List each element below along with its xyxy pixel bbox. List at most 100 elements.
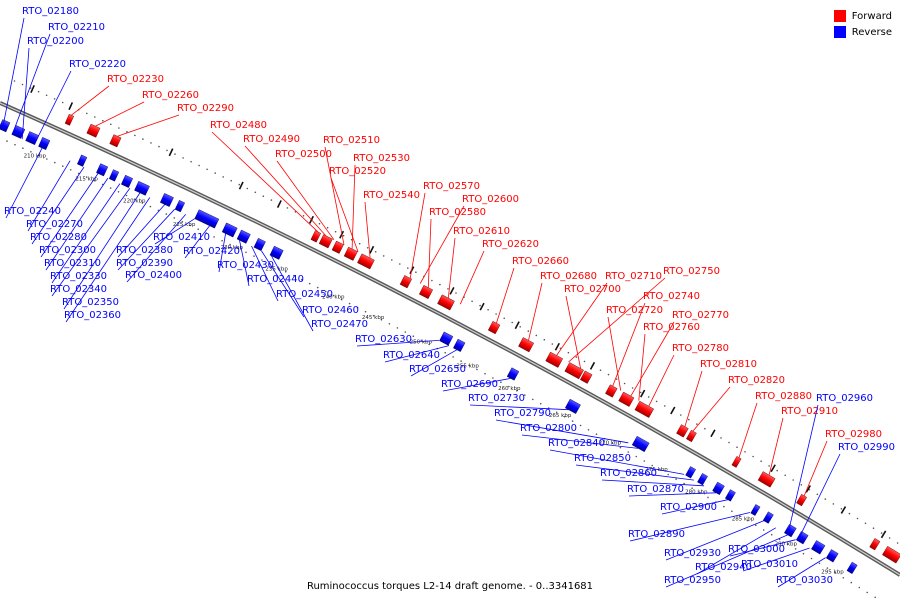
track-dot: [651, 464, 653, 467]
forward-gene: [580, 370, 593, 384]
track-dot: [864, 522, 867, 525]
reverse-gene-label: RTO_02390: [116, 258, 173, 269]
forward-gene-leader: [364, 201, 371, 258]
track-dot: [53, 98, 56, 100]
forward-gene-label: RTO_02740: [643, 291, 700, 302]
track-dot: [535, 334, 538, 337]
track-dot: [468, 364, 470, 367]
track-bar: [339, 230, 345, 239]
reverse-gene-label: RTO_02310: [44, 258, 101, 269]
forward-gene-label: RTO_02230: [107, 74, 164, 85]
track-dot: [150, 142, 152, 144]
track-bar: [369, 245, 375, 254]
track-dot: [85, 176, 88, 178]
forward-gene-leader: [648, 354, 675, 407]
forward-gene: [686, 429, 697, 443]
track-dot: [631, 387, 634, 389]
forward-gene-leader: [496, 267, 515, 324]
track-dot: [826, 567, 829, 569]
track-dot: [221, 239, 223, 242]
reverse-gene-label: RTO_02950: [664, 575, 721, 586]
reverse-gene-label: RTO_02400: [125, 270, 182, 281]
reverse-gene: [174, 200, 186, 213]
reverse-gene-label: RTO_02790: [494, 408, 551, 419]
forward-gene: [869, 538, 881, 551]
reverse-gene: [194, 209, 220, 229]
reverse-gene-leader: [154, 218, 195, 245]
track-dot: [415, 271, 417, 274]
track-dot: [479, 304, 481, 307]
reverse-gene-leader: [184, 225, 210, 259]
forward-gene-leader: [459, 250, 485, 305]
reverse-gene: [564, 398, 581, 414]
track-dot: [824, 498, 827, 500]
track-dot: [543, 338, 546, 341]
tick-label: 295 kbp: [821, 570, 844, 576]
track-dot: [229, 243, 231, 246]
track-dot: [872, 527, 875, 529]
track-dot: [675, 478, 677, 480]
track-bar: [670, 406, 676, 415]
reverse-gene-leader: [65, 197, 151, 323]
reverse-gene-leader: [21, 47, 30, 140]
track-dot: [635, 455, 638, 458]
track-bar: [514, 321, 520, 330]
track-dot: [848, 512, 851, 515]
track-dot: [739, 515, 741, 517]
reverse-gene-label: RTO_02640: [383, 350, 440, 361]
forward-gene: [518, 337, 535, 353]
track-bar: [840, 506, 847, 514]
track-dot: [832, 503, 835, 505]
track-dot: [802, 552, 805, 555]
track-dot: [696, 423, 698, 425]
reverse-gene: [846, 561, 858, 575]
reverse-gene-leader: [33, 70, 72, 145]
reverse-gene-label: RTO_02410: [153, 232, 210, 243]
forward-gene-leader: [692, 386, 731, 432]
forward-gene-label: RTO_02820: [728, 375, 785, 386]
forward-gene-leader: [419, 205, 465, 284]
reverse-gene: [108, 169, 120, 182]
track-dot: [571, 420, 574, 422]
reverse-gene-leader: [549, 449, 685, 475]
track-dot: [222, 176, 224, 178]
reverse-gene: [439, 331, 454, 346]
reverse-gene-label: RTO_02800: [520, 423, 577, 434]
track-bar: [276, 200, 282, 208]
forward-gene-label: RTO_02520: [329, 166, 386, 177]
track-dot: [318, 222, 321, 225]
track-dot: [595, 433, 598, 436]
track-dot: [655, 400, 658, 403]
reverse-gene-leader: [495, 419, 629, 444]
track-dot: [471, 300, 473, 303]
track-dot: [874, 596, 876, 599]
track-dot: [238, 183, 241, 186]
reverse-gene: [38, 137, 51, 150]
forward-gene-label: RTO_02720: [606, 305, 663, 316]
reverse-gene-leader: [787, 404, 819, 535]
track-dot: [374, 251, 377, 253]
reverse-gene-leader: [40, 173, 99, 258]
reverse-gene: [121, 174, 133, 188]
track-dot: [13, 80, 16, 82]
track-dot: [516, 390, 518, 392]
track-dot: [126, 130, 128, 133]
track-dot: [439, 283, 441, 286]
track-dot: [567, 351, 570, 354]
forward-gene-leader: [71, 85, 110, 116]
forward-gene-label: RTO_02620: [482, 239, 539, 250]
reverse-gene-label: RTO_03030: [776, 575, 833, 586]
reverse-gene-leader: [117, 208, 175, 271]
forward-swatch: [833, 10, 846, 22]
track-dot: [752, 455, 754, 458]
track-dot: [316, 286, 319, 289]
track-dot: [856, 517, 859, 520]
legend: Forward Reverse: [833, 8, 892, 40]
reverse-gene-label: RTO_02990: [838, 442, 895, 453]
forward-gene-label: RTO_02700: [564, 284, 621, 295]
reverse-gene-leader: [628, 492, 717, 497]
tick-label: 290 kbp: [775, 542, 798, 548]
reverse-gene-label: RTO_02930: [664, 548, 721, 559]
reverse-gene-label: RTO_02840: [548, 438, 605, 449]
reverse-gene-leader: [665, 520, 764, 561]
